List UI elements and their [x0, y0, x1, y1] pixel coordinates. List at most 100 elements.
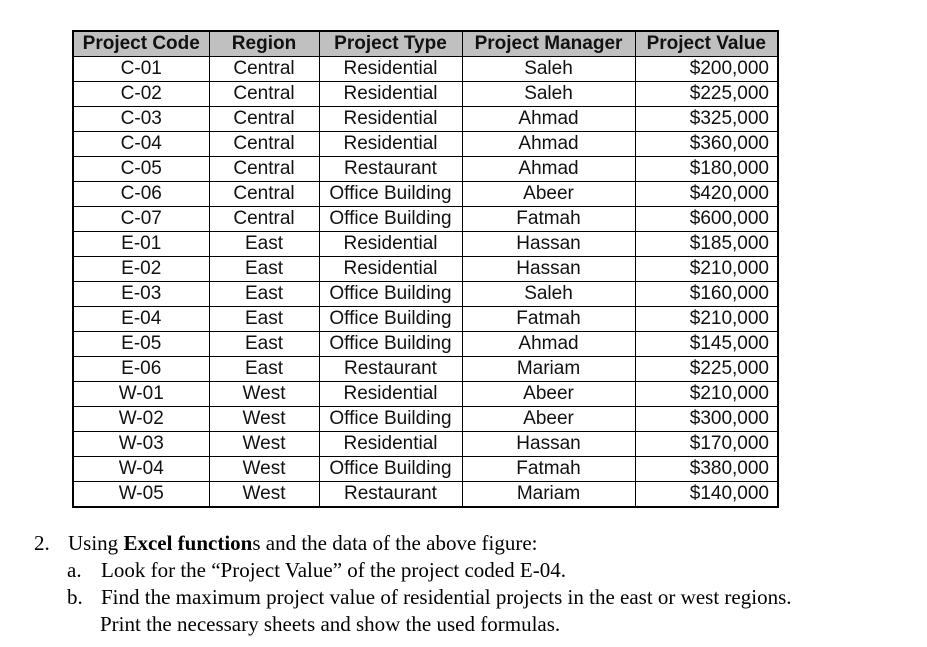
cell-project-value: $225,000: [634, 356, 779, 382]
cell-region: West: [208, 456, 320, 482]
cell-region: East: [208, 331, 320, 357]
header-region: Region: [208, 30, 320, 57]
table-row: E-05 East Office Building Ahmad $145,000: [72, 331, 779, 357]
question-intro-text: Using Excel functions and the data of th…: [68, 530, 538, 557]
table-body: C-01 Central Residential Saleh $200,000 C-02 C…: [72, 56, 779, 508]
cell-project-manager: Saleh: [461, 81, 636, 107]
cell-project-code: C-01: [72, 56, 210, 82]
cell-project-code: W-03: [72, 431, 210, 457]
cell-project-value: $200,000: [634, 56, 779, 82]
cell-project-manager: Abeer: [461, 381, 636, 407]
table-row: E-04 East Office Building Fatmah $210,000: [72, 306, 779, 332]
table-row: C-02 Central Residential Saleh $225,000: [72, 81, 779, 107]
cell-project-type: Office Building: [318, 306, 463, 332]
item-b-label: b.: [67, 585, 83, 609]
cell-project-manager: Hassan: [461, 256, 636, 282]
cell-region: East: [208, 231, 320, 257]
table-row: C-01 Central Residential Saleh $200,000: [72, 56, 779, 82]
cell-project-manager: Saleh: [461, 281, 636, 307]
cell-project-type: Office Building: [318, 181, 463, 207]
intro-prefix: Using: [68, 531, 124, 555]
cell-project-value: $210,000: [634, 306, 779, 332]
table-row: W-01 West Residential Abeer $210,000: [72, 381, 779, 407]
intro-bold: Excel function: [123, 531, 253, 555]
cell-project-code: W-01: [72, 381, 210, 407]
cell-project-type: Office Building: [318, 331, 463, 357]
cell-project-manager: Abeer: [461, 181, 636, 207]
item-a-label: a.: [67, 558, 82, 582]
cell-region: East: [208, 356, 320, 382]
cell-region: East: [208, 281, 320, 307]
cell-project-code: C-03: [72, 106, 210, 132]
table-row: C-05 Central Restaurant Ahmad $180,000: [72, 156, 779, 182]
question-number: 2.: [34, 531, 50, 555]
table-row: C-04 Central Residential Ahmad $360,000: [72, 131, 779, 157]
cell-project-code: C-02: [72, 81, 210, 107]
cell-region: Central: [208, 81, 320, 107]
table-row: W-03 West Residential Hassan $170,000: [72, 431, 779, 457]
cell-project-value: $420,000: [634, 181, 779, 207]
cell-project-code: C-07: [72, 206, 210, 232]
cell-project-type: Office Building: [318, 456, 463, 482]
project-data-table: Project Code Region Project Type Project…: [72, 30, 779, 508]
cell-region: East: [208, 306, 320, 332]
cell-region: Central: [208, 131, 320, 157]
cell-project-value: $225,000: [634, 81, 779, 107]
cell-project-code: E-05: [72, 331, 210, 357]
cell-project-manager: Hassan: [461, 231, 636, 257]
cell-project-manager: Ahmad: [461, 106, 636, 132]
cell-project-code: E-03: [72, 281, 210, 307]
table-row: W-02 West Office Building Abeer $300,000: [72, 406, 779, 432]
cell-project-type: Office Building: [318, 406, 463, 432]
cell-region: Central: [208, 156, 320, 182]
cell-project-manager: Ahmad: [461, 156, 636, 182]
cell-project-value: $145,000: [634, 331, 779, 357]
table-row: W-04 West Office Building Fatmah $380,000: [72, 456, 779, 482]
table-row: C-03 Central Residential Ahmad $325,000: [72, 106, 779, 132]
cell-project-manager: Hassan: [461, 431, 636, 457]
cell-region: Central: [208, 106, 320, 132]
cell-project-value: $300,000: [634, 406, 779, 432]
cell-project-code: W-05: [72, 481, 210, 508]
cell-region: West: [208, 406, 320, 432]
table-row: C-06 Central Office Building Abeer $420,000: [72, 181, 779, 207]
item-a-text: Look for the “Project Value” of the proj…: [101, 558, 566, 582]
cell-project-code: W-04: [72, 456, 210, 482]
cell-project-value: $170,000: [634, 431, 779, 457]
cell-project-manager: Mariam: [461, 356, 636, 382]
cell-project-type: Office Building: [318, 281, 463, 307]
cell-project-type: Restaurant: [318, 156, 463, 182]
intro-suffix: s and the data of the above figure:: [252, 531, 538, 555]
continuation-text: Print the necessary sheets and show the …: [100, 612, 561, 636]
cell-region: West: [208, 481, 320, 508]
cell-project-code: E-06: [72, 356, 210, 382]
table-row: E-03 East Office Building Saleh $160,000: [72, 281, 779, 307]
cell-project-code: C-04: [72, 131, 210, 157]
cell-project-type: Residential: [318, 81, 463, 107]
cell-project-value: $160,000: [634, 281, 779, 307]
cell-project-value: $380,000: [634, 456, 779, 482]
cell-project-code: E-02: [72, 256, 210, 282]
cell-project-value: $210,000: [634, 256, 779, 282]
table-header-row: Project Code Region Project Type Project…: [72, 30, 779, 57]
cell-project-manager: Fatmah: [461, 456, 636, 482]
cell-project-type: Residential: [318, 431, 463, 457]
cell-project-type: Office Building: [318, 206, 463, 232]
item-b-text: Find the maximum project value of reside…: [101, 585, 792, 609]
cell-project-value: $600,000: [634, 206, 779, 232]
cell-project-code: E-04: [72, 306, 210, 332]
cell-region: Central: [208, 181, 320, 207]
cell-project-value: $360,000: [634, 131, 779, 157]
table-row: E-06 East Restaurant Mariam $225,000: [72, 356, 779, 382]
cell-project-type: Residential: [318, 381, 463, 407]
header-project-type: Project Type: [318, 30, 463, 57]
cell-project-type: Restaurant: [318, 481, 463, 508]
cell-project-type: Residential: [318, 131, 463, 157]
cell-project-type: Residential: [318, 256, 463, 282]
cell-project-code: W-02: [72, 406, 210, 432]
cell-region: East: [208, 256, 320, 282]
cell-region: Central: [208, 56, 320, 82]
table-row: C-07 Central Office Building Fatmah $600,000: [72, 206, 779, 232]
cell-project-type: Restaurant: [318, 356, 463, 382]
cell-region: West: [208, 431, 320, 457]
